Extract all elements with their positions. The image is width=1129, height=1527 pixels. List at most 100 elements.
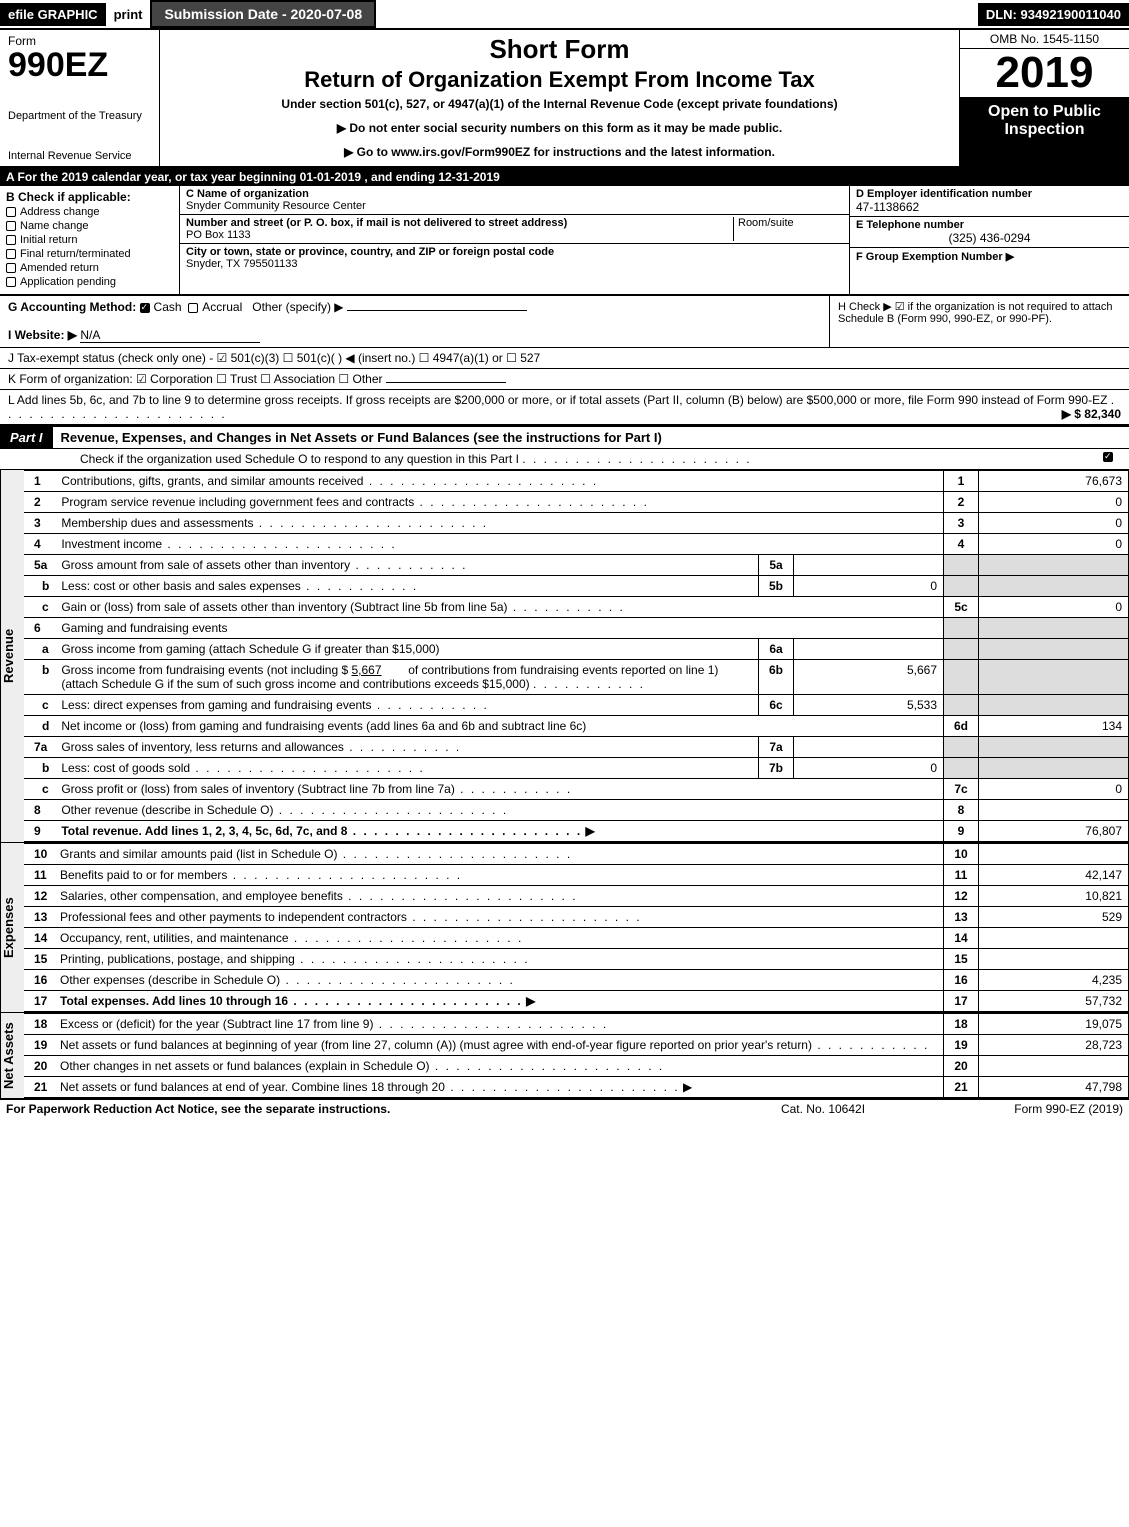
line-numlabel: 11	[944, 865, 979, 886]
l-gross-receipts: L Add lines 5b, 6c, and 7b to line 9 to …	[0, 390, 1129, 425]
g-other: Other (specify) ▶	[252, 300, 343, 314]
desc-text: Other expenses (describe in Schedule O)	[60, 973, 280, 987]
line-no: 21	[24, 1077, 54, 1098]
instructions-link[interactable]: ▶ Go to www.irs.gov/Form990EZ for instru…	[168, 145, 951, 159]
line-desc: Net assets or fund balances at end of ye…	[54, 1077, 944, 1098]
mid-label: 7b	[759, 758, 794, 779]
desc-text: Gross profit or (loss) from sales of inv…	[61, 782, 454, 796]
line-desc: Program service revenue including govern…	[55, 492, 943, 513]
line-no: 19	[24, 1035, 54, 1056]
contrib-amount: 5,667	[352, 663, 382, 677]
line-amount	[979, 949, 1129, 970]
line-21: 21 Net assets or fund balances at end of…	[24, 1077, 1129, 1098]
footer-cat-no: Cat. No. 10642I	[723, 1102, 923, 1116]
line-numlabel: 13	[944, 907, 979, 928]
dots-icon	[508, 600, 625, 614]
cb-initial-return[interactable]: Initial return	[6, 234, 173, 246]
entity-right: D Employer identification number 47-1138…	[849, 186, 1129, 294]
line-no: 5a	[24, 555, 55, 576]
revenue-section-label: Revenue	[0, 470, 24, 842]
line-4: 4 Investment income 4 0	[24, 534, 1129, 555]
expenses-table: 10 Grants and similar amounts paid (list…	[24, 843, 1129, 1012]
line-amount: 19,075	[979, 1014, 1129, 1035]
line-15: 15 Printing, publications, postage, and …	[24, 949, 1129, 970]
org-name-cell: C Name of organization Snyder Community …	[180, 186, 849, 215]
line-desc: Other changes in net assets or fund bala…	[54, 1056, 944, 1077]
line-amount	[979, 844, 1129, 865]
checkbox-checked-icon	[140, 303, 150, 313]
line-numlabel: 20	[944, 1056, 979, 1077]
line-numlabel: 19	[944, 1035, 979, 1056]
k-other-input[interactable]	[386, 382, 506, 383]
print-label[interactable]: print	[106, 3, 151, 26]
cb-name-change[interactable]: Name change	[6, 220, 173, 232]
line-desc: Occupancy, rent, utilities, and maintena…	[54, 928, 944, 949]
cb-address-change[interactable]: Address change	[6, 206, 173, 218]
desc-text: Professional fees and other payments to …	[60, 910, 407, 924]
line-desc: Less: cost of goods sold	[55, 758, 758, 779]
line-no: c	[24, 597, 55, 618]
grey-cell	[944, 576, 979, 597]
revenue-section: Revenue 1 Contributions, gifts, grants, …	[0, 470, 1129, 843]
line-desc: Printing, publications, postage, and shi…	[54, 949, 944, 970]
cb-final-return[interactable]: Final return/terminated	[6, 248, 173, 260]
city-cell: City or town, state or province, country…	[180, 244, 849, 272]
g-accounting: G Accounting Method: Cash Accrual Other …	[0, 296, 829, 347]
desc-text: Printing, publications, postage, and shi…	[60, 952, 295, 966]
desc-text: Less: cost of goods sold	[61, 761, 190, 775]
revenue-body: 1 Contributions, gifts, grants, and simi…	[24, 470, 1129, 842]
cb-amended-return[interactable]: Amended return	[6, 262, 173, 274]
checkbox-icon	[6, 235, 16, 245]
line-numlabel: 6d	[944, 716, 979, 737]
grey-cell	[979, 737, 1129, 758]
grey-cell	[944, 639, 979, 660]
line-17: 17 Total expenses. Add lines 10 through …	[24, 991, 1129, 1012]
line-numlabel: 8	[944, 800, 979, 821]
g-other-input[interactable]	[347, 310, 527, 311]
line-amount	[979, 800, 1129, 821]
desc-text: Contributions, gifts, grants, and simila…	[61, 474, 363, 488]
desc-text: Excess or (deficit) for the year (Subtra…	[60, 1017, 373, 1031]
line-5b: b Less: cost or other basis and sales ex…	[24, 576, 1129, 597]
dots-icon	[288, 994, 523, 1008]
desc-text: Net assets or fund balances at end of ye…	[60, 1080, 445, 1094]
line-no: 14	[24, 928, 54, 949]
footer-form-ref: Form 990-EZ (2019)	[923, 1102, 1123, 1116]
line-desc: Gain or (loss) from sale of assets other…	[55, 597, 943, 618]
tax-year: 2019	[960, 49, 1129, 97]
desc-text: Program service revenue including govern…	[61, 495, 414, 509]
grey-cell	[944, 618, 979, 639]
line-5a: 5a Gross amount from sale of assets othe…	[24, 555, 1129, 576]
c-label: C Name of organization	[186, 188, 309, 200]
city-value: Snyder, TX 795501133	[186, 258, 298, 270]
net-assets-section: Net Assets 18 Excess or (deficit) for th…	[0, 1013, 1129, 1099]
e-label: E Telephone number	[856, 219, 964, 231]
cb-label: Address change	[20, 206, 100, 218]
dots-icon	[363, 474, 598, 488]
line-desc: Less: cost or other basis and sales expe…	[55, 576, 758, 597]
line-no: 9	[24, 821, 55, 842]
line-no: 7a	[24, 737, 55, 758]
desc-text: Gross sales of inventory, less returns a…	[61, 740, 344, 754]
line-no: 12	[24, 886, 54, 907]
line-numlabel: 9	[944, 821, 979, 842]
line-amount: 0	[979, 779, 1129, 800]
line-desc: Total expenses. Add lines 10 through 16 …	[54, 991, 944, 1012]
grey-cell	[979, 639, 1129, 660]
line-numlabel: 7c	[944, 779, 979, 800]
dots-icon	[445, 1080, 680, 1094]
desc-text: Net assets or fund balances at beginning…	[60, 1038, 812, 1052]
checkbox-checked-icon[interactable]	[1103, 452, 1113, 462]
line-19: 19 Net assets or fund balances at beginn…	[24, 1035, 1129, 1056]
cb-application-pending[interactable]: Application pending	[6, 276, 173, 288]
line-no: 17	[24, 991, 54, 1012]
line-numlabel: 3	[944, 513, 979, 534]
dots-icon	[455, 782, 572, 796]
j-tax-exempt-status: J Tax-exempt status (check only one) - ☑…	[0, 348, 1129, 369]
desc-text: Occupancy, rent, utilities, and maintena…	[60, 931, 289, 945]
mid-value: 5,667	[794, 660, 944, 695]
line-desc: Gross profit or (loss) from sales of inv…	[55, 779, 943, 800]
city-label: City or town, state or province, country…	[186, 246, 554, 258]
line-amount: 10,821	[979, 886, 1129, 907]
line-numlabel: 10	[944, 844, 979, 865]
